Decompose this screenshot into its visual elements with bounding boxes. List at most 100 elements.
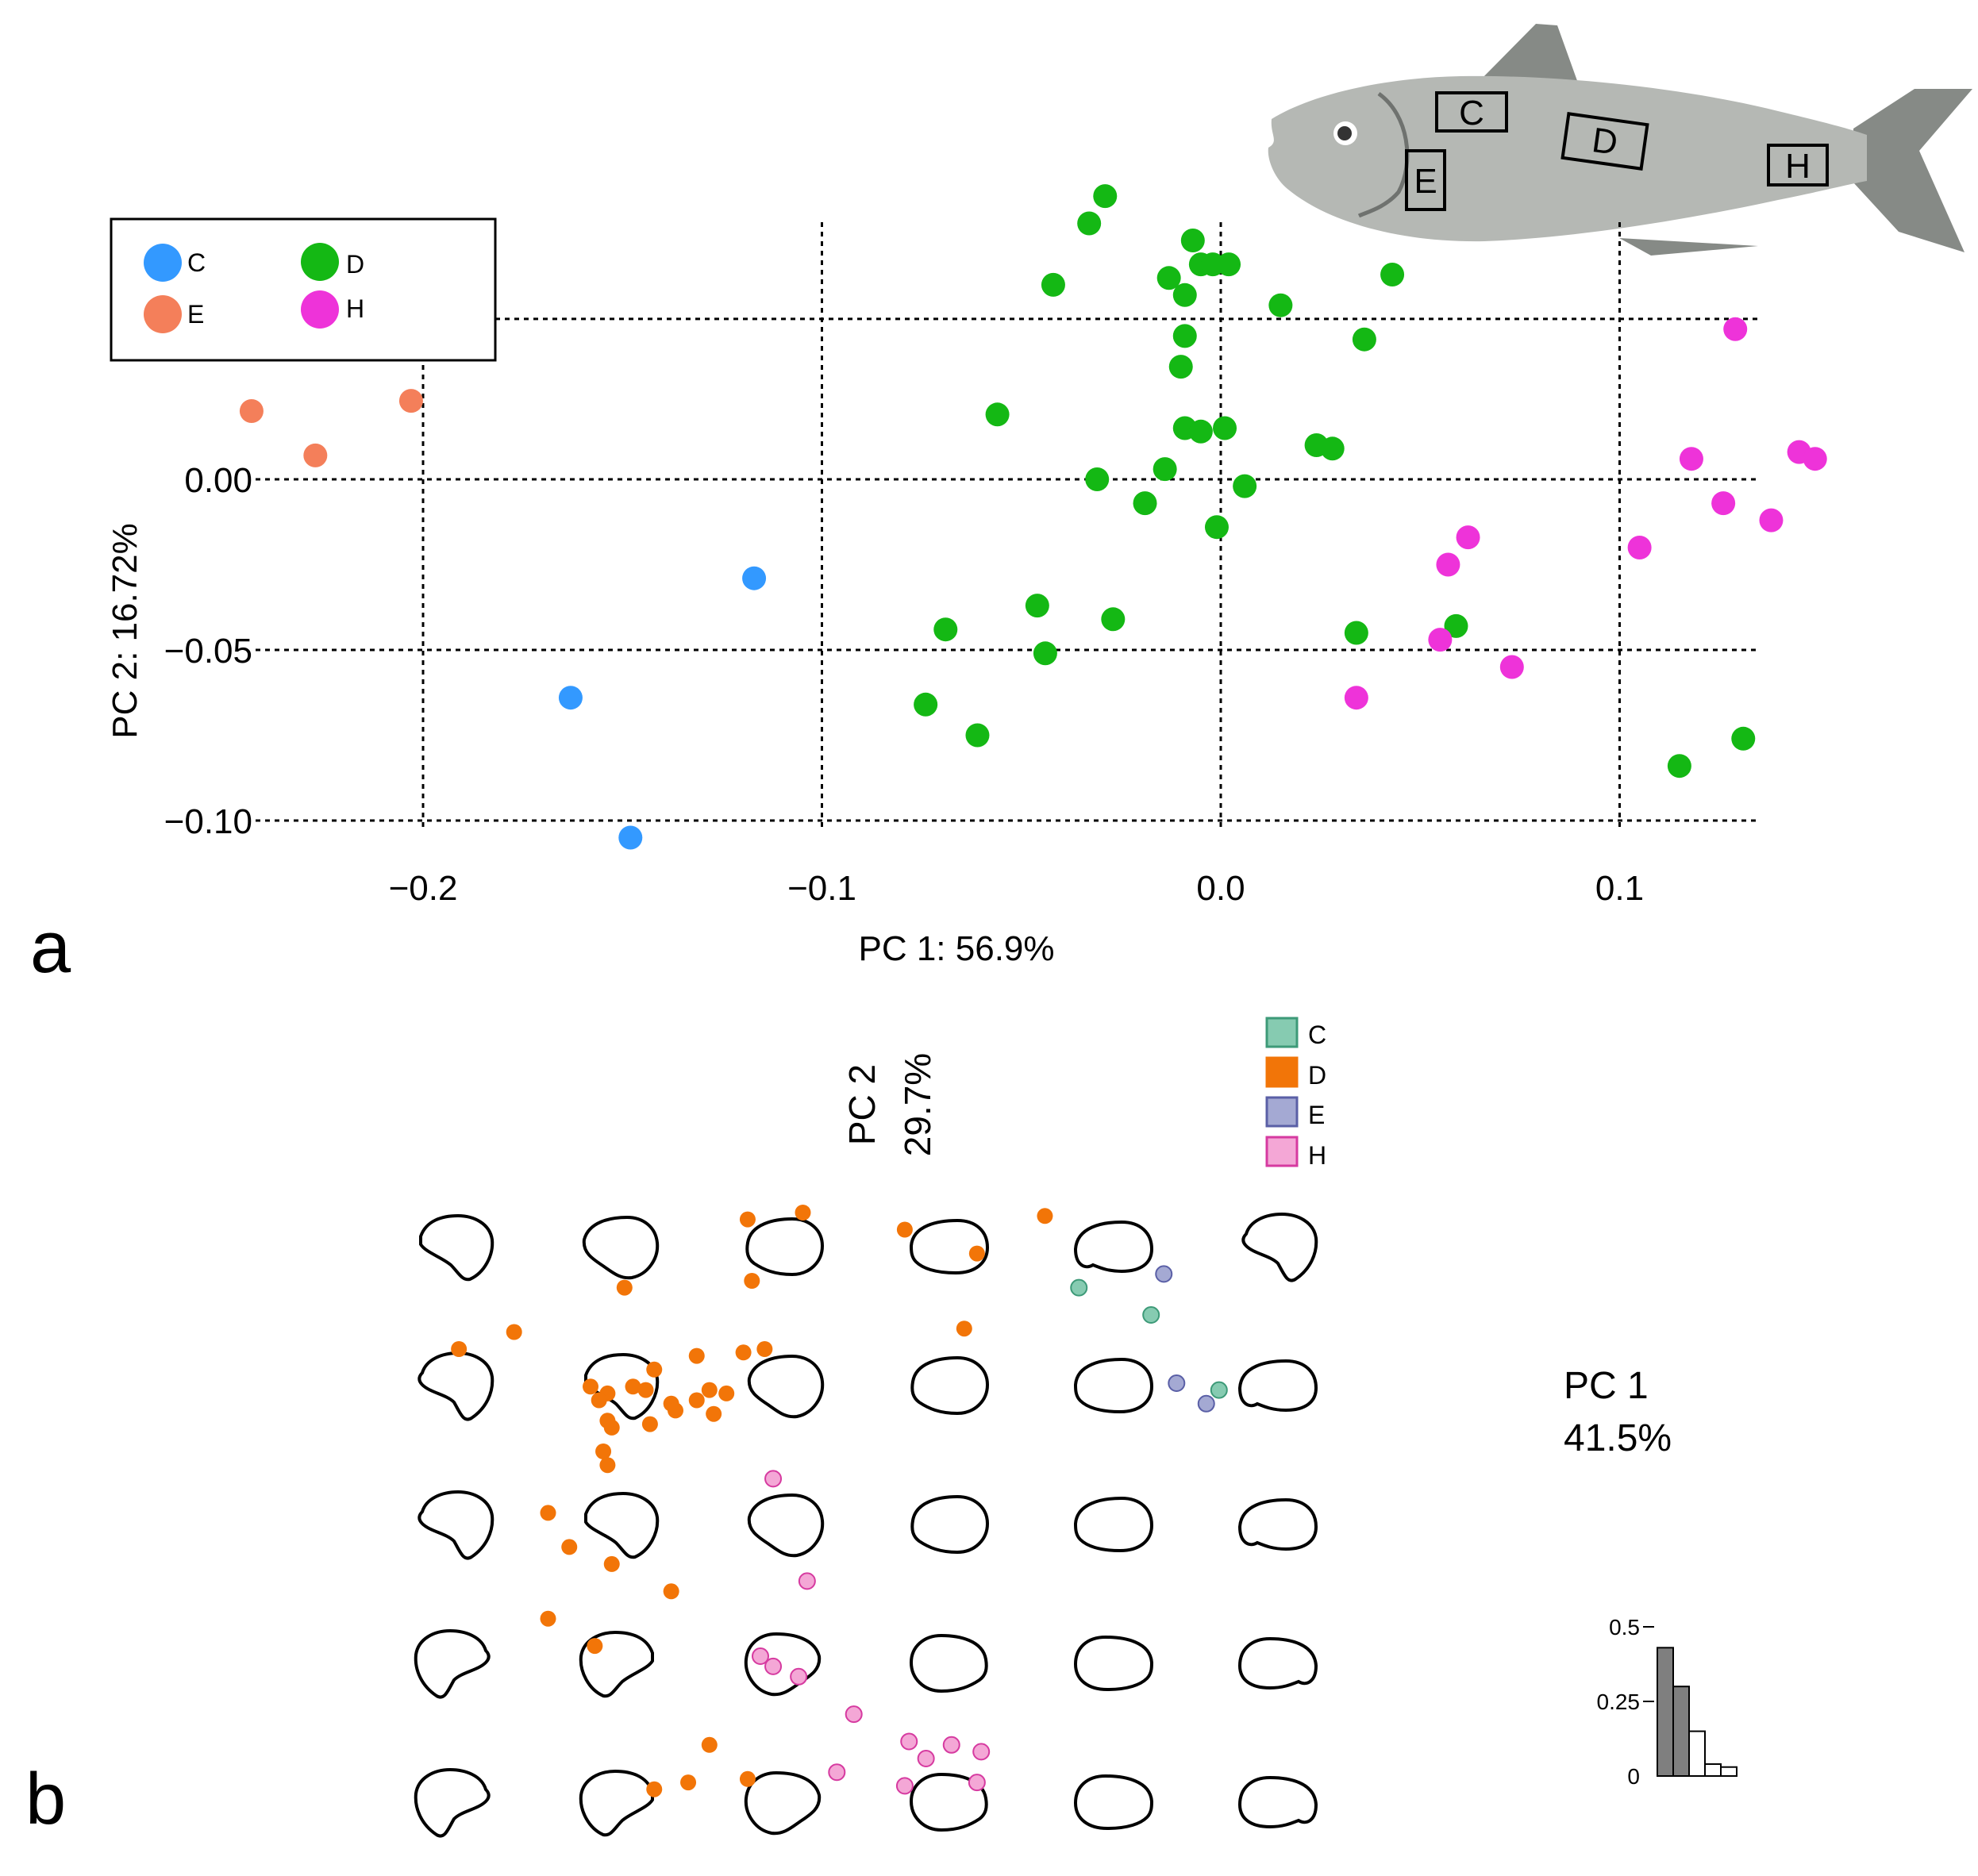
point-b-D-1 bbox=[795, 1205, 811, 1221]
point-a-D-5 bbox=[1217, 252, 1241, 277]
point-a-D-11 bbox=[1172, 324, 1197, 348]
panel-a-scatter: −0.2 −0.1 0.0 0.1 0.00 −0.05 −0.10 PC 1: 56.9%… bbox=[30, 184, 1827, 988]
panel-b-legend: C D E H bbox=[1265, 1017, 1326, 1170]
point-a-D-7 bbox=[1156, 266, 1181, 290]
point-a-H-11 bbox=[1344, 686, 1368, 710]
shape-outline-r0-c0 bbox=[419, 1213, 494, 1282]
legend-b-label-H: H bbox=[1308, 1141, 1326, 1170]
fish-pupil bbox=[1337, 126, 1352, 140]
point-a-H-9 bbox=[1428, 628, 1453, 652]
point-a-H-1 bbox=[1679, 447, 1703, 471]
panel-label-b: b bbox=[25, 1759, 66, 1839]
point-a-H-3 bbox=[1803, 447, 1827, 471]
point-b-H-7 bbox=[917, 1750, 935, 1767]
point-a-H-7 bbox=[1456, 525, 1480, 550]
fish-region-D: D bbox=[1560, 112, 1649, 171]
legend-b-marker-C bbox=[1265, 1017, 1299, 1048]
inset-bar-2 bbox=[1688, 1730, 1706, 1778]
point-b-D-30 bbox=[540, 1505, 556, 1521]
point-a-D-2 bbox=[1180, 229, 1205, 252]
point-a-D-25 bbox=[1025, 594, 1049, 618]
point-b-D-34 bbox=[540, 1610, 556, 1627]
point-a-D-23 bbox=[1133, 491, 1157, 516]
inset-bar-3 bbox=[1704, 1763, 1722, 1777]
point-b-D-6 bbox=[744, 1273, 760, 1289]
shape-outline-r0-c5 bbox=[1241, 1212, 1318, 1282]
point-b-C-1 bbox=[1142, 1306, 1160, 1324]
point-b-H-12 bbox=[895, 1777, 914, 1795]
fish-ventral-fin bbox=[1619, 238, 1758, 256]
fish-label-C: C bbox=[1459, 94, 1484, 133]
shape-outline-r4-c1 bbox=[579, 1769, 654, 1837]
point-b-C-2 bbox=[1210, 1381, 1228, 1399]
shape-outline-r3-c1 bbox=[579, 1630, 654, 1698]
legend-label-H: H bbox=[346, 294, 364, 323]
point-a-D-13 bbox=[1168, 355, 1193, 379]
point-b-H-4 bbox=[790, 1667, 808, 1686]
point-a-D-24 bbox=[1204, 515, 1229, 540]
point-a-D-6 bbox=[1041, 272, 1065, 297]
shape-outline-r4-c0 bbox=[414, 1767, 491, 1838]
point-b-D-33 bbox=[663, 1583, 679, 1600]
point-a-D-8 bbox=[1172, 283, 1197, 307]
point-a-D-9 bbox=[1380, 263, 1405, 286]
point-a-E-0 bbox=[239, 399, 264, 423]
point-a-E-2 bbox=[303, 443, 328, 467]
inset-ytick-label-2: 0 bbox=[1627, 1764, 1640, 1789]
panel-a-y-axis-label: PC 2: 16.72% bbox=[106, 523, 144, 739]
point-a-D-14 bbox=[985, 402, 1010, 427]
point-a-D-34 bbox=[1731, 726, 1756, 751]
legend-b-marker-D bbox=[1265, 1056, 1299, 1088]
shape-outline-r1-c5 bbox=[1237, 1359, 1318, 1413]
inset-bar-1 bbox=[1672, 1686, 1690, 1777]
legend-b-label-C: C bbox=[1308, 1021, 1326, 1049]
legend-b-marker-H bbox=[1265, 1136, 1299, 1167]
panel-b-y-axis-pct: 29.7% bbox=[897, 1053, 938, 1156]
point-a-D-33 bbox=[1667, 754, 1691, 778]
shape-outline-r4-c5 bbox=[1237, 1775, 1318, 1829]
legend-label-C: C bbox=[187, 248, 206, 277]
point-b-D-20 bbox=[591, 1392, 607, 1409]
point-b-D-25 bbox=[641, 1416, 658, 1432]
point-b-E-2 bbox=[1197, 1394, 1215, 1413]
point-b-D-17 bbox=[637, 1382, 654, 1398]
point-b-D-29 bbox=[599, 1457, 616, 1474]
point-a-D-22 bbox=[1233, 474, 1257, 498]
point-b-D-38 bbox=[739, 1770, 756, 1787]
shape-outline-r3-c5 bbox=[1237, 1636, 1318, 1690]
shape-outline-r3-c0 bbox=[414, 1628, 491, 1699]
legend-b-label-E: E bbox=[1308, 1101, 1325, 1129]
point-a-H-4 bbox=[1711, 491, 1736, 516]
point-a-C-0 bbox=[742, 566, 767, 590]
point-b-D-32 bbox=[603, 1555, 620, 1572]
point-b-D-13 bbox=[688, 1347, 705, 1364]
point-a-D-20 bbox=[1085, 467, 1110, 491]
panel-a-ytick-label-2: −0.10 bbox=[164, 802, 252, 841]
panel-b-points bbox=[451, 1205, 1228, 1797]
point-b-D-15 bbox=[583, 1378, 598, 1395]
panel-a-legend-frame bbox=[110, 217, 497, 362]
panel-b-shape-grid bbox=[414, 1212, 1318, 1838]
shape-outline-r3-c4 bbox=[1073, 1635, 1154, 1692]
panel-b-x-axis-label: PC 1 bbox=[1564, 1365, 1649, 1407]
point-b-H-11 bbox=[968, 1774, 986, 1792]
point-b-H-1 bbox=[798, 1572, 816, 1590]
point-b-D-28 bbox=[595, 1444, 612, 1459]
point-b-D-14 bbox=[625, 1378, 641, 1395]
shape-outline-r2-c2 bbox=[747, 1493, 825, 1558]
panel-b-y-axis-label: PC 2 bbox=[841, 1064, 883, 1145]
point-a-D-16 bbox=[1188, 419, 1213, 444]
shape-outline-r2-c4 bbox=[1073, 1496, 1154, 1553]
point-a-H-5 bbox=[1759, 508, 1784, 532]
point-a-D-30 bbox=[1444, 613, 1468, 638]
shape-outline-r0-c3 bbox=[909, 1218, 990, 1275]
legend-marker-D bbox=[301, 243, 339, 281]
shape-outline-r2-c3 bbox=[910, 1494, 990, 1555]
legend-marker-C bbox=[144, 244, 182, 282]
point-a-D-29 bbox=[1344, 621, 1368, 645]
point-b-H-10 bbox=[828, 1763, 846, 1782]
point-a-D-17 bbox=[1213, 416, 1237, 440]
point-b-D-31 bbox=[561, 1539, 578, 1555]
point-b-H-8 bbox=[942, 1736, 960, 1754]
